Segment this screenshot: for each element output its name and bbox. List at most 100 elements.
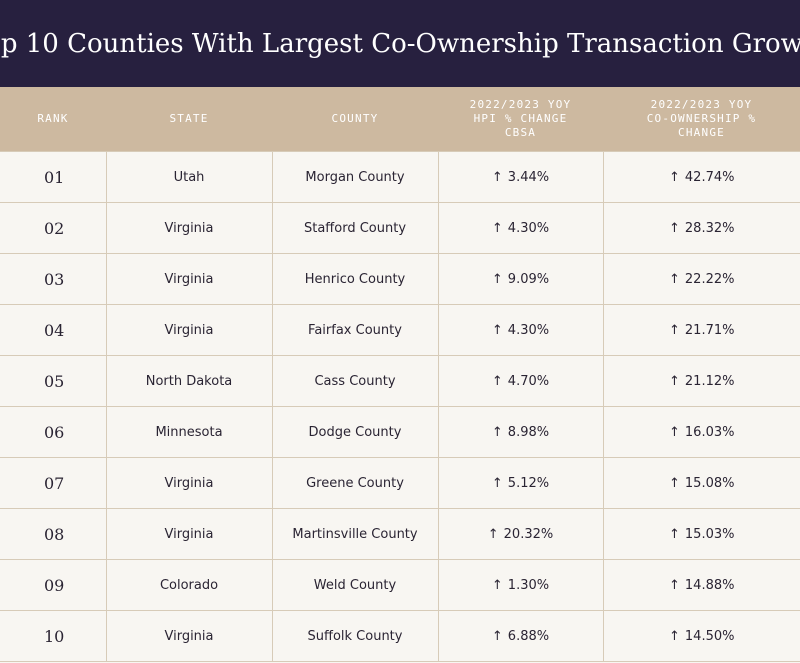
cell-rank: 01 <box>0 151 107 203</box>
table-row: 03 Virginia Henrico County ↑ 9.09% ↑ 22.22% <box>0 253 800 305</box>
column-header-hpi-change: 2022/2023 YOY HPI % CHANGE CBSA <box>438 87 603 152</box>
title-bar: Top 10 Counties With Largest Co-Ownershi… <box>0 0 800 87</box>
cell-coownership-change: ↑ 21.12% <box>603 355 800 407</box>
cell-hpi-change-value: 9.09% <box>507 271 550 287</box>
cell-hpi-change-value: 8.98% <box>507 424 550 440</box>
cell-county: Weld County <box>272 559 439 611</box>
table-row: 10 Virginia Suffolk County ↑ 6.88% ↑ 14.50% <box>0 610 800 662</box>
column-header-county: COUNTY <box>272 87 438 152</box>
cell-hpi-change-value: 4.70% <box>507 373 550 389</box>
cell-state: Virginia <box>106 304 273 356</box>
cell-coownership-change-value: 22.22% <box>684 271 735 287</box>
cell-hpi-change-value: 6.88% <box>507 628 550 644</box>
cell-rank: 09 <box>0 559 107 611</box>
cell-hpi-change: ↑ 9.09% <box>438 253 604 305</box>
cell-county: Morgan County <box>272 151 439 203</box>
cell-state: Virginia <box>106 508 273 560</box>
up-arrow-icon: ↑ <box>487 526 499 542</box>
cell-coownership-change-value: 15.08% <box>684 475 735 491</box>
table-row: 04 Virginia Fairfax County ↑ 4.30% ↑ 21.71% <box>0 304 800 356</box>
cell-state: Virginia <box>106 253 273 305</box>
table-row: 07 Virginia Greene County ↑ 5.12% ↑ 15.08% <box>0 457 800 509</box>
cell-county: Stafford County <box>272 202 439 254</box>
cell-coownership-change: ↑ 21.71% <box>603 304 800 356</box>
table-body: 01 Utah Morgan County ↑ 3.44% ↑ 42.74% 02 Virgin… <box>0 151 800 662</box>
column-header-rank: RANK <box>0 87 106 152</box>
up-arrow-icon: ↑ <box>669 628 680 644</box>
cell-rank: 06 <box>0 406 107 458</box>
cell-coownership-change: ↑ 14.50% <box>603 610 800 662</box>
up-arrow-icon: ↑ <box>491 169 503 185</box>
cell-rank: 04 <box>0 304 107 356</box>
up-arrow-icon: ↑ <box>669 526 680 542</box>
up-arrow-icon: ↑ <box>669 322 680 338</box>
up-arrow-icon: ↑ <box>491 577 503 593</box>
cell-coownership-change-value: 21.12% <box>684 373 735 389</box>
cell-coownership-change-value: 28.32% <box>684 220 735 236</box>
cell-hpi-change-value: 4.30% <box>507 322 550 338</box>
data-table: RANK STATE COUNTY 2022/2023 YOY HPI % CH… <box>0 87 800 662</box>
cell-county: Martinsville County <box>272 508 439 560</box>
cell-county: Henrico County <box>272 253 439 305</box>
up-arrow-icon: ↑ <box>491 322 503 338</box>
up-arrow-icon: ↑ <box>491 220 503 236</box>
cell-state: Minnesota <box>106 406 273 458</box>
cell-county: Suffolk County <box>272 610 439 662</box>
cell-county: Fairfax County <box>272 304 439 356</box>
table-row: 02 Virginia Stafford County ↑ 4.30% ↑ 28.32% <box>0 202 800 254</box>
table-row: 08 Virginia Martinsville County ↑ 20.32% ↑ 15.… <box>0 508 800 560</box>
cell-coownership-change-value: 14.88% <box>684 577 735 593</box>
up-arrow-icon: ↑ <box>669 220 680 236</box>
cell-rank: 02 <box>0 202 107 254</box>
cell-hpi-change: ↑ 8.98% <box>438 406 604 458</box>
column-header-state: STATE <box>106 87 272 152</box>
cell-coownership-change: ↑ 14.88% <box>603 559 800 611</box>
cell-coownership-change: ↑ 15.08% <box>603 457 800 509</box>
column-header-coownership-change: 2022/2023 YOY CO-OWNERSHIP % CHANGE <box>603 87 800 152</box>
cell-rank: 10 <box>0 610 107 662</box>
cell-hpi-change: ↑ 20.32% <box>438 508 604 560</box>
up-arrow-icon: ↑ <box>669 271 680 287</box>
cell-county: Greene County <box>272 457 439 509</box>
cell-state: North Dakota <box>106 355 273 407</box>
cell-hpi-change-value: 3.44% <box>507 169 550 185</box>
up-arrow-icon: ↑ <box>669 169 680 185</box>
cell-coownership-change: ↑ 28.32% <box>603 202 800 254</box>
cell-hpi-change-value: 1.30% <box>507 577 550 593</box>
cell-hpi-change: ↑ 6.88% <box>438 610 604 662</box>
cell-coownership-change: ↑ 42.74% <box>603 151 800 203</box>
cell-hpi-change-value: 5.12% <box>507 475 550 491</box>
up-arrow-icon: ↑ <box>491 475 503 491</box>
cell-state: Virginia <box>106 610 273 662</box>
up-arrow-icon: ↑ <box>669 373 680 389</box>
cell-hpi-change: ↑ 4.30% <box>438 202 604 254</box>
table-row: 01 Utah Morgan County ↑ 3.44% ↑ 42.74% <box>0 151 800 203</box>
cell-rank: 07 <box>0 457 107 509</box>
up-arrow-icon: ↑ <box>491 271 503 287</box>
cell-coownership-change-value: 15.03% <box>684 526 735 542</box>
table-header: RANK STATE COUNTY 2022/2023 YOY HPI % CH… <box>0 87 800 152</box>
cell-coownership-change-value: 16.03% <box>684 424 735 440</box>
cell-coownership-change-value: 14.50% <box>684 628 735 644</box>
cell-coownership-change: ↑ 22.22% <box>603 253 800 305</box>
table-row: 05 North Dakota Cass County ↑ 4.70% ↑ 21.12% <box>0 355 800 407</box>
up-arrow-icon: ↑ <box>669 577 680 593</box>
table-row: 06 Minnesota Dodge County ↑ 8.98% ↑ 16.03% <box>0 406 800 458</box>
cell-coownership-change-value: 42.74% <box>684 169 735 185</box>
cell-hpi-change: ↑ 1.30% <box>438 559 604 611</box>
cell-hpi-change: ↑ 4.30% <box>438 304 604 356</box>
cell-state: Utah <box>106 151 273 203</box>
up-arrow-icon: ↑ <box>491 373 503 389</box>
cell-coownership-change: ↑ 16.03% <box>603 406 800 458</box>
cell-coownership-change-value: 21.71% <box>684 322 735 338</box>
cell-county: Dodge County <box>272 406 439 458</box>
header-row: RANK STATE COUNTY 2022/2023 YOY HPI % CH… <box>0 87 800 152</box>
up-arrow-icon: ↑ <box>491 628 503 644</box>
cell-hpi-change: ↑ 3.44% <box>438 151 604 203</box>
chart-title: Top 10 Counties With Largest Co-Ownershi… <box>0 28 800 59</box>
cell-hpi-change-value: 20.32% <box>503 526 554 542</box>
cell-rank: 03 <box>0 253 107 305</box>
cell-hpi-change: ↑ 5.12% <box>438 457 604 509</box>
cell-rank: 08 <box>0 508 107 560</box>
